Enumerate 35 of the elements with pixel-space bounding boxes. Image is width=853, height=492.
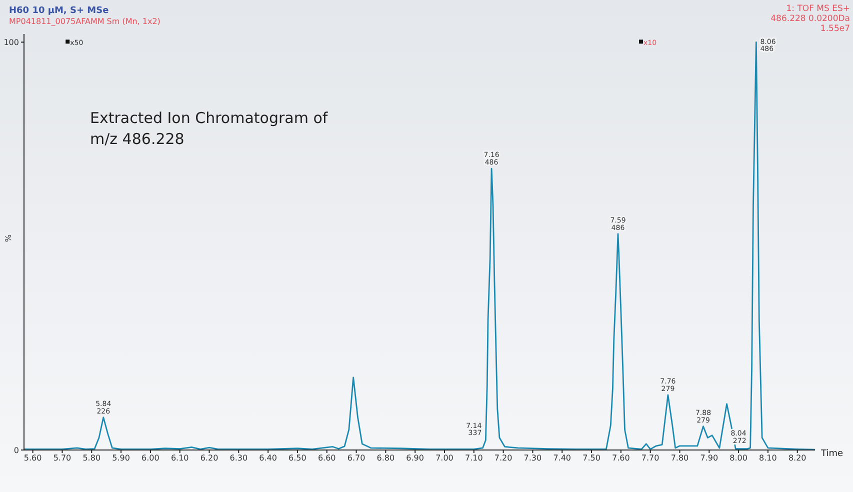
- x-axis-title: Time: [820, 449, 844, 460]
- chart-title: H60 10 µM, S+ MSe: [9, 6, 109, 16]
- x-tick-label: 7.60: [612, 454, 630, 463]
- x-tick-label: 6.60: [318, 454, 336, 463]
- annotation: Extracted Ion Chromatogram of m/z 486.228: [90, 108, 328, 150]
- x-tick-label: 6.00: [142, 454, 160, 463]
- x-tick-label: 5.60: [24, 454, 42, 463]
- x-tick-label: 8.10: [759, 454, 777, 463]
- x-tick-label: 6.10: [170, 454, 189, 463]
- x-tick-label: 7.00: [436, 454, 454, 463]
- x-tick-label: 6.80: [376, 454, 395, 463]
- x-tick-label: 7.50: [582, 454, 600, 463]
- x-tick-label: 8.00: [730, 454, 748, 463]
- x-tick-label: 7.80: [670, 454, 689, 463]
- y-tick-label: 0: [14, 446, 19, 455]
- x-tick-label: 6.90: [406, 454, 424, 463]
- x-tick-label: 7.40: [553, 454, 572, 463]
- x-tick-label: 7.30: [524, 454, 542, 463]
- x-tick-label: 7.90: [700, 454, 718, 463]
- x-tick-label: 6.50: [288, 454, 306, 463]
- x-tick-label: 5.90: [112, 454, 130, 463]
- x-tick-label: 7.10: [464, 454, 483, 463]
- x-tick-label: 6.30: [230, 454, 248, 463]
- x-tick-label: 7.70: [641, 454, 660, 463]
- y-tick-label: 100: [4, 38, 19, 47]
- x-tick-label: 5.80: [82, 454, 101, 463]
- chart-subtitle: MP041811_0075AFAMM Sm (Mn, 1x2): [9, 17, 160, 26]
- x-tick-label: 6.70: [347, 454, 366, 463]
- y-axis-title: %: [4, 234, 13, 242]
- x-tick-label: 7.20: [494, 454, 512, 463]
- x-tick-label: 6.40: [259, 454, 277, 463]
- annotation: 1: TOF MS ES+ 486.228 0.0200Da 1.55e7: [770, 4, 850, 34]
- x-tick-label: 6.20: [200, 454, 218, 463]
- x-tick-label: 8.20: [788, 454, 806, 463]
- x-tick-label: 5.70: [53, 454, 72, 463]
